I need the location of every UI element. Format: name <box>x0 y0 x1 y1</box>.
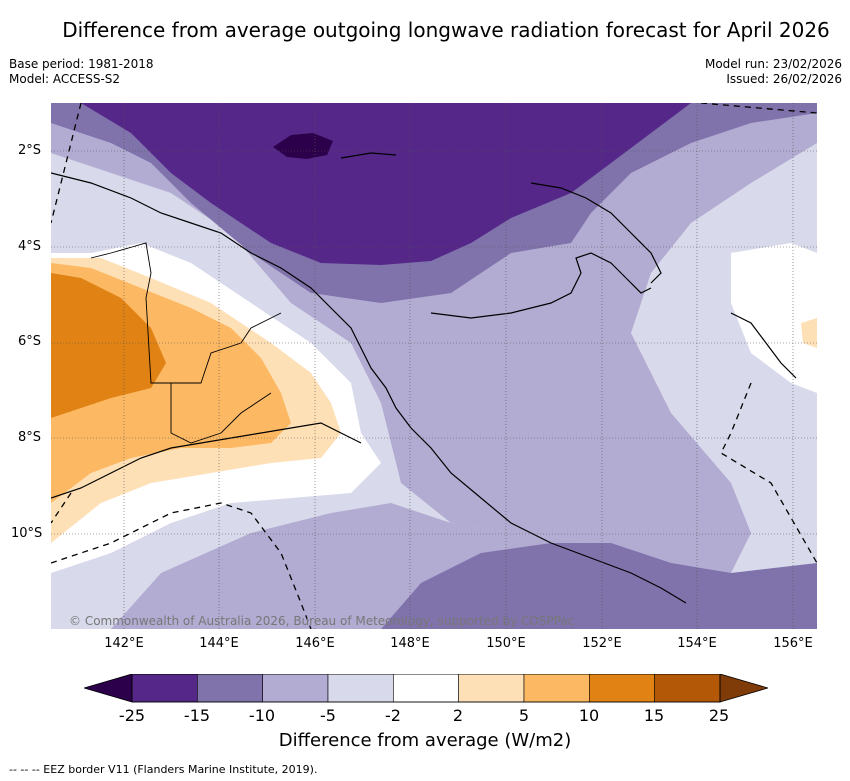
colorbar-tick: -15 <box>183 706 211 725</box>
colorbar-tick: 5 <box>518 706 530 725</box>
copyright-notice: © Commonwealth of Australia 2026, Bureau… <box>69 614 575 628</box>
lon-label-156e: 156°E <box>773 636 813 651</box>
colorbar-bin <box>458 674 525 703</box>
colorbar-bin <box>262 674 329 703</box>
lon-label-144e: 144°E <box>199 636 239 651</box>
colorbar-bin <box>131 674 198 703</box>
colorbar-bin <box>589 674 655 703</box>
model-run: Model run: 23/02/2026 <box>704 57 842 71</box>
base-period: Base period: 1981-2018 <box>9 57 154 71</box>
colorbar-tick: -25 <box>118 706 146 725</box>
colorbar-tick: 2 <box>452 706 464 725</box>
colorbar-tick: 10 <box>578 706 600 725</box>
issued-date: Issued: 26/02/2026 <box>726 72 842 86</box>
anomaly-region-below-minus25 <box>273 133 333 159</box>
meta-right: Model run: 23/02/2026 Issued: 26/02/2026 <box>705 57 842 87</box>
colorbar-under-arrow <box>84 674 133 703</box>
meta-left: Base period: 1981-2018 Model: ACCESS-S2 <box>9 57 154 87</box>
lon-label-146e: 146°E <box>295 636 335 651</box>
anomaly-region-south-minus10-to-minus15 <box>381 543 817 629</box>
anomaly-region-east-plus2-to-plus5 <box>801 318 817 348</box>
colorbar-bin <box>654 674 721 703</box>
colorbar-tick: 25 <box>708 706 730 725</box>
lat-label-4s: 4°S <box>18 239 42 254</box>
lon-label-148e: 148°E <box>390 636 430 651</box>
colorbar-bin <box>393 674 459 703</box>
lat-label-2s: 2°S <box>18 143 42 158</box>
colorbar <box>84 674 768 703</box>
colorbar-over-arrow <box>719 674 768 703</box>
lat-label-10s: 10°S <box>11 526 43 541</box>
lon-label-154e: 154°E <box>677 636 717 651</box>
colorbar-bin <box>523 674 590 703</box>
eez-footnote: -- -- -- EEZ border V11 (Flanders Marine… <box>9 763 318 776</box>
lon-label-152e: 152°E <box>582 636 622 651</box>
graticule <box>51 103 817 629</box>
colorbar-bins <box>131 674 721 703</box>
anomaly-region-minus15-to-minus25 <box>81 103 691 265</box>
colorbar-tick: -10 <box>248 706 276 725</box>
map-panel <box>51 103 817 629</box>
anomaly-region-neutral-east <box>731 243 817 393</box>
lat-label-8s: 8°S <box>18 430 42 445</box>
colorbar-tick: -2 <box>385 706 401 725</box>
lat-label-6s: 6°S <box>18 334 42 349</box>
colorbar-tick: 15 <box>643 706 665 725</box>
colorbar-tick: -5 <box>320 706 336 725</box>
colorbar-bin <box>197 674 263 703</box>
colorbar-label: Difference from average (W/m2) <box>278 730 572 751</box>
eez-borders <box>51 103 817 629</box>
admin-borders <box>90 242 282 444</box>
lon-label-142e: 142°E <box>104 636 144 651</box>
lon-label-150e: 150°E <box>486 636 526 651</box>
colorbar-bin <box>327 674 394 703</box>
colorbar-outline <box>131 674 721 703</box>
model-name: Model: ACCESS-S2 <box>9 72 121 86</box>
map-title: Difference from average outgoing longwav… <box>62 18 830 42</box>
anomaly-region-plus10-to-plus15 <box>51 273 166 418</box>
